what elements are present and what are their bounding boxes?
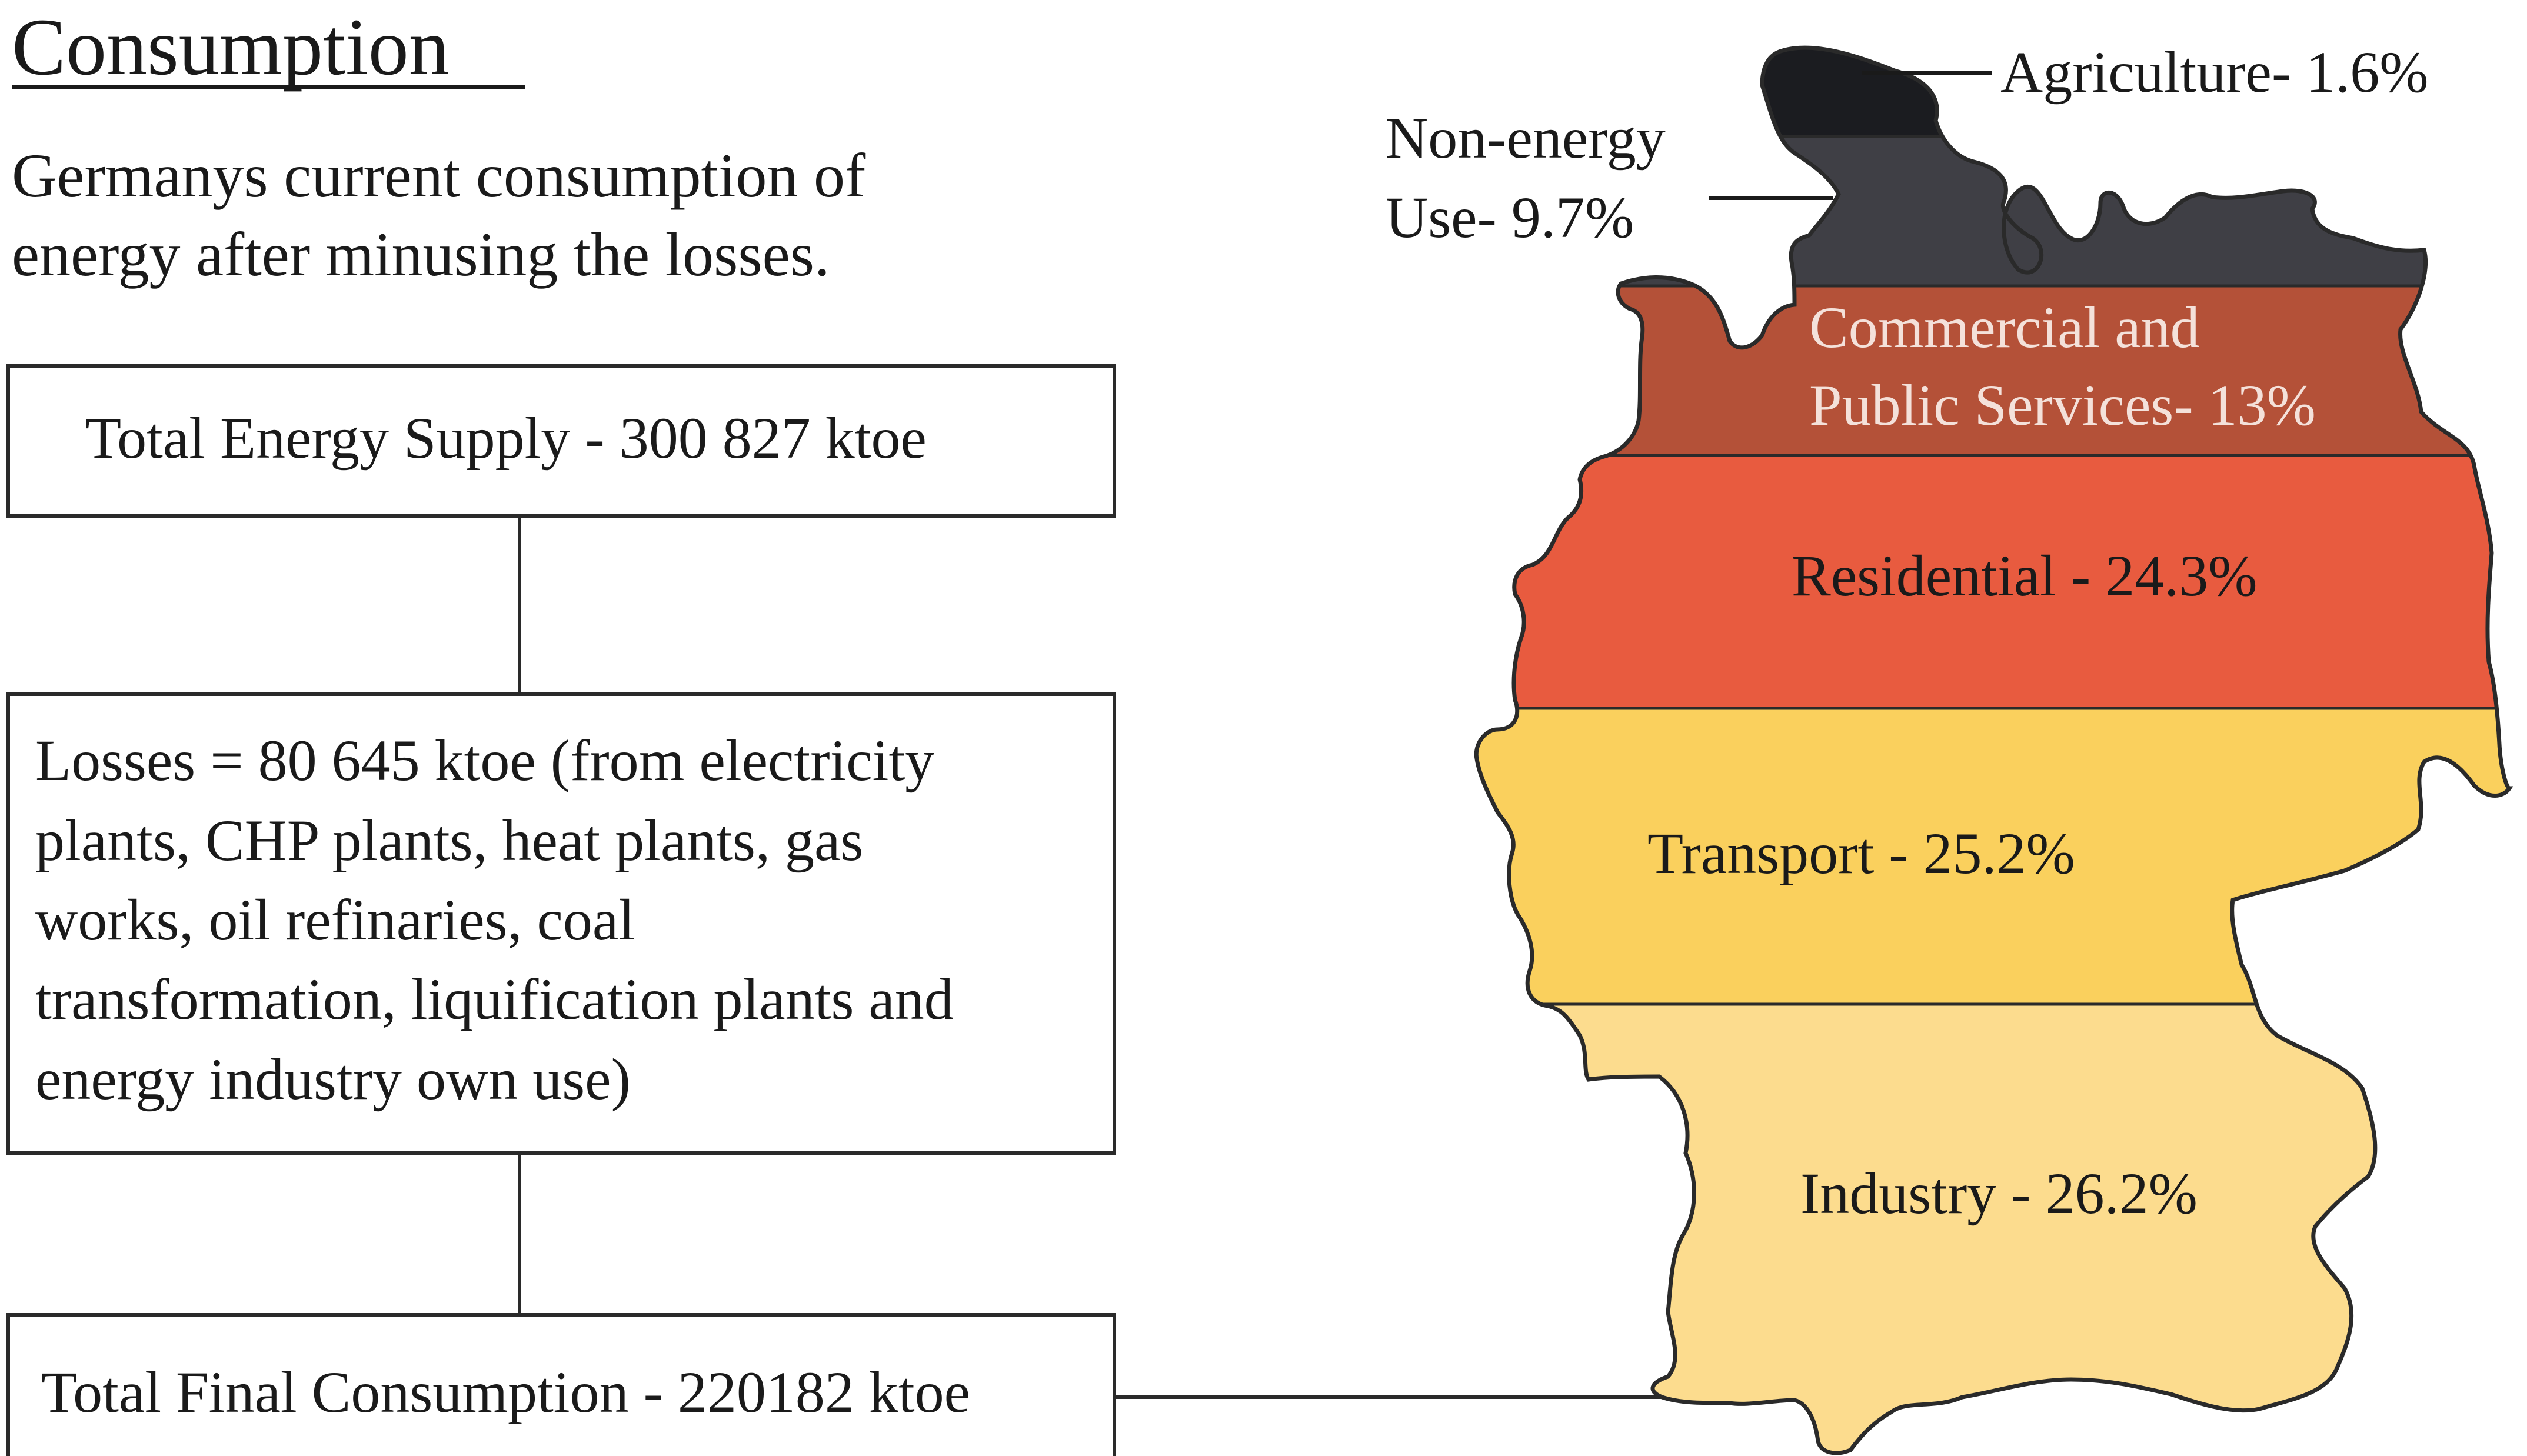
losses-line-5: energy industry own use) bbox=[35, 1047, 631, 1112]
subtitle-line-1: Germanys current consumption of bbox=[12, 141, 866, 210]
supply-label: Total Energy Supply - 300 827 ktoe bbox=[85, 405, 927, 471]
nonenergy-label-line-1: Non-energy bbox=[1386, 105, 1666, 171]
industry-label: Industry - 26.2% bbox=[1800, 1161, 2198, 1226]
subtitle-line-2: energy after minusing the losses. bbox=[12, 220, 830, 289]
losses-line-3: works, oil refinaries, coal bbox=[35, 887, 635, 952]
supply-box bbox=[6, 364, 1116, 518]
losses-line-1: Losses = 80 645 ktoe (from electricity bbox=[35, 728, 934, 793]
transport-label: Transport - 25.2% bbox=[1647, 821, 2075, 886]
band-residential bbox=[1476, 455, 2509, 708]
commercial-label-line-2: Public Services- 13% bbox=[1809, 372, 2316, 438]
band-commercial bbox=[1476, 286, 2509, 455]
losses-box bbox=[6, 692, 1116, 1155]
final-label: Total Final Consumption - 220182 ktoe bbox=[41, 1360, 970, 1425]
losses-line-2: plants, CHP plants, heat plants, gas bbox=[35, 808, 863, 873]
losses-line-4: transformation, liquification plants and bbox=[35, 967, 954, 1032]
agriculture-label: Agriculture- 1.6% bbox=[2000, 39, 2429, 105]
page-title: Consumption bbox=[12, 2, 450, 92]
commercial-label-line-1: Commercial and bbox=[1809, 295, 2200, 360]
final-box bbox=[6, 1313, 1116, 1456]
band-industry bbox=[1476, 1004, 2509, 1453]
nonenergy-label-line-2: Use- 9.7% bbox=[1386, 185, 1634, 250]
residential-label: Residential - 24.3% bbox=[1792, 543, 2258, 608]
